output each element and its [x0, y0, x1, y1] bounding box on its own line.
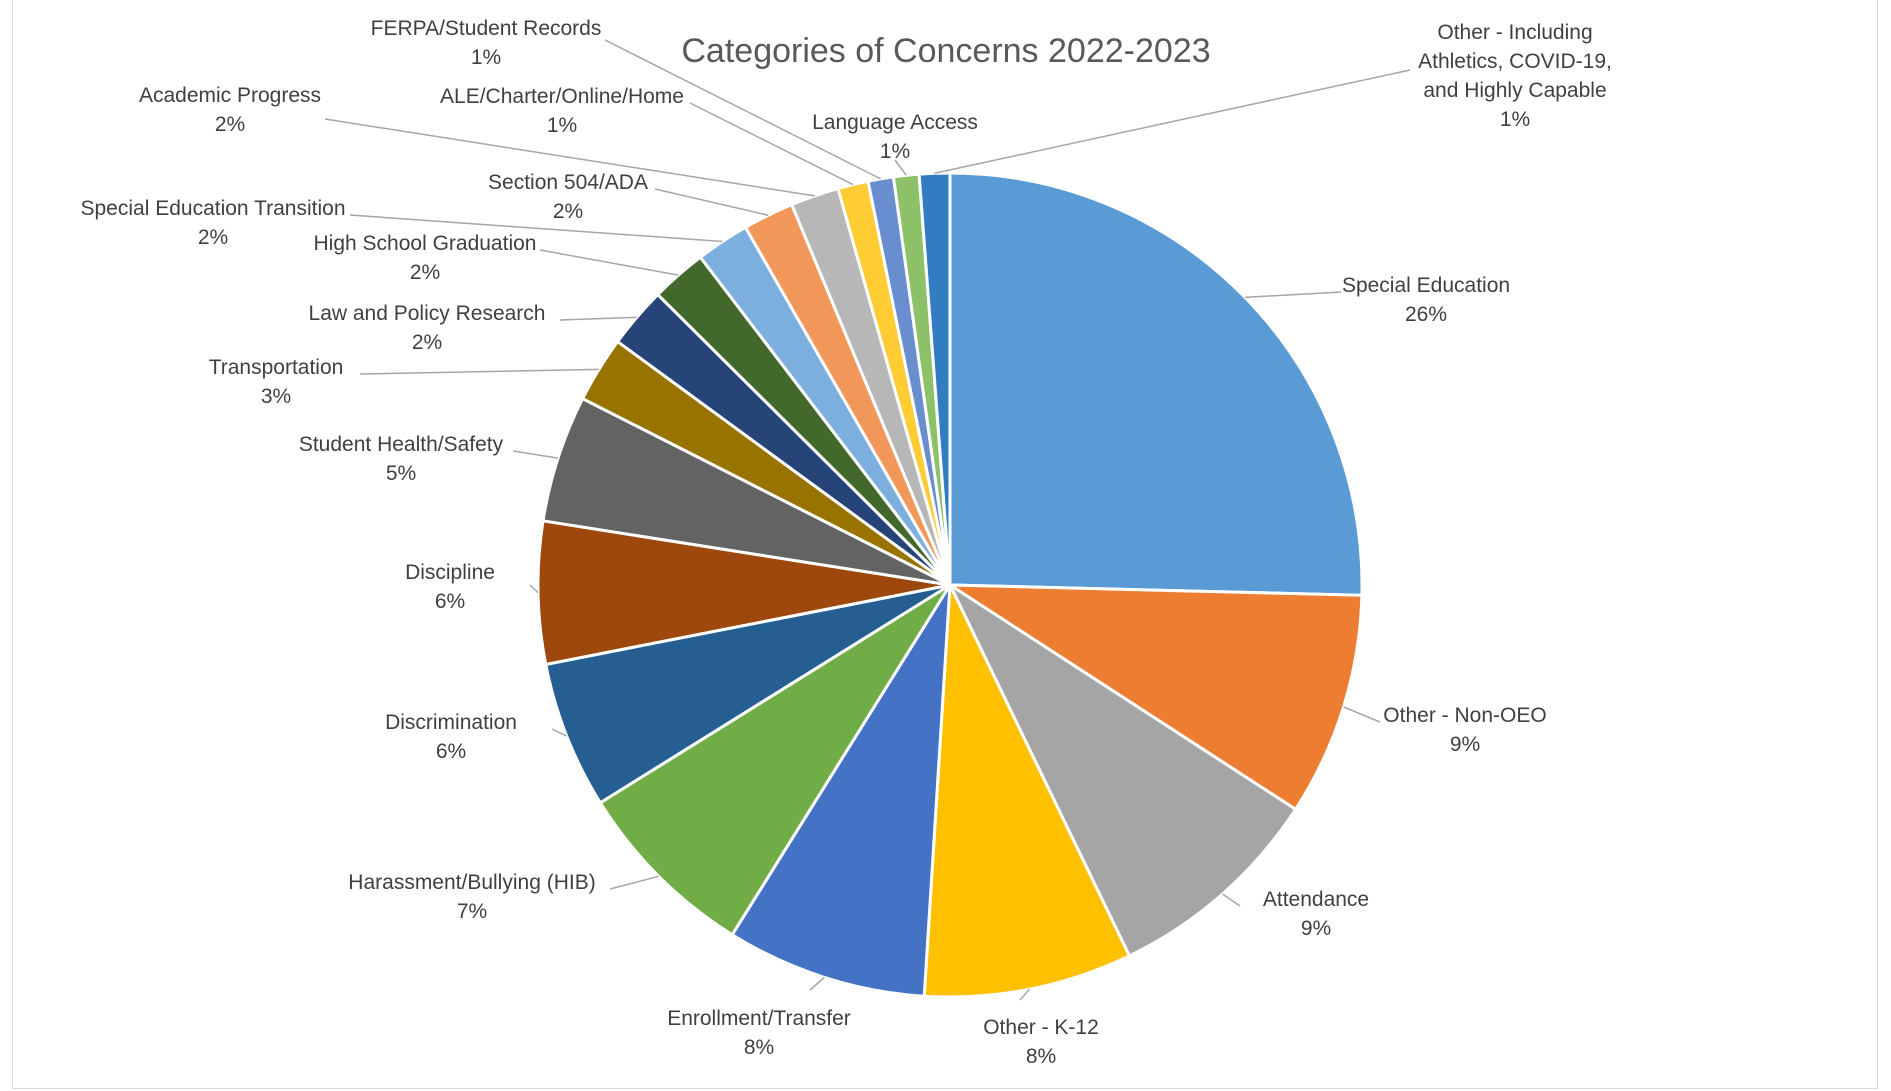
leader-line-13 — [654, 188, 769, 216]
slice-percent-1: 9% — [1450, 733, 1480, 756]
slice-label-18-line-1: Athletics, COVID-19, — [1418, 50, 1612, 73]
slice-label-17: Language Access — [812, 111, 978, 134]
leader-line-1 — [1343, 706, 1381, 723]
slice-label-14: Academic Progress — [139, 84, 321, 107]
slice-percent-15: 1% — [547, 114, 577, 137]
slice-percent-13: 2% — [553, 200, 583, 223]
leader-line-15 — [689, 102, 854, 186]
slice-label-9: Transportation — [209, 356, 344, 379]
pie-slice-1 — [944, 583, 1364, 812]
pie-slice-3 — [922, 579, 1132, 999]
slice-label-11: High School Graduation — [314, 232, 537, 255]
leader-line-0 — [1244, 291, 1342, 299]
leader-line-7 — [529, 584, 539, 594]
pie-slice-4 — [730, 584, 952, 998]
slice-percent-17: 1% — [880, 140, 910, 163]
leader-line-17 — [894, 159, 907, 176]
slice-percent-2: 9% — [1301, 917, 1331, 940]
pie-slice-6 — [543, 583, 951, 805]
leader-line-5 — [609, 875, 659, 890]
slice-percent-6: 6% — [436, 740, 466, 763]
leader-line-14 — [324, 118, 815, 197]
leader-line-11 — [539, 249, 679, 276]
slice-label-6: Discrimination — [385, 711, 517, 734]
chart-title: Categories of Concerns 2022-2023 — [681, 32, 1210, 70]
slice-label-10: Law and Policy Research — [309, 302, 546, 325]
pie-slice-5 — [598, 583, 952, 937]
slice-labels: Special Education 26% Other - Non-OEO 9% Att… — [81, 17, 1612, 1068]
leader-line-16 — [604, 39, 882, 180]
slice-label-1: Other - Non-OEO — [1383, 704, 1546, 727]
slice-percent-8: 5% — [386, 462, 416, 485]
slice-label-2: Attendance — [1263, 888, 1369, 911]
leader-lines — [324, 39, 1411, 1001]
slice-label-7: Discipline — [405, 561, 495, 584]
slice-label-3: Other - K-12 — [983, 1016, 1099, 1039]
pie-slice-7 — [536, 519, 951, 667]
slice-label-8: Student Health/Safety — [299, 433, 504, 456]
leader-line-10 — [559, 316, 637, 321]
slice-label-18-line-0: Other - Including — [1437, 21, 1592, 44]
slice-label-16: FERPA/Student Records — [371, 17, 602, 40]
slice-percent-14: 2% — [215, 113, 245, 136]
leader-line-8 — [512, 450, 559, 459]
leader-line-18 — [934, 69, 1411, 175]
pie-slices — [536, 171, 1364, 999]
chart-frame — [12, 0, 1878, 1089]
leader-line-2 — [1222, 893, 1241, 907]
leader-line-9 — [359, 368, 599, 375]
slice-percent-0: 26% — [1405, 303, 1447, 326]
slice-percent-5: 7% — [457, 900, 487, 923]
slice-label-15: ALE/Charter/Online/Home — [440, 85, 684, 108]
slice-label-5: Harassment/Bullying (HIB) — [348, 871, 595, 894]
pie-slice-0 — [948, 171, 1364, 597]
leader-line-4 — [809, 976, 825, 991]
slice-percent-11: 2% — [410, 261, 440, 284]
slice-percent-4: 8% — [744, 1036, 774, 1059]
slice-label-0: Special Education — [1342, 274, 1510, 297]
leader-line-3 — [1019, 988, 1030, 1001]
slice-percent-7: 6% — [435, 590, 465, 613]
slice-label-12: Special Education Transition — [81, 197, 346, 220]
slice-label-18-line-2: and Highly Capable — [1423, 79, 1606, 102]
slice-percent-16: 1% — [471, 46, 501, 69]
slice-percent-18: 1% — [1500, 108, 1530, 131]
slice-percent-9: 3% — [261, 385, 291, 408]
leader-line-6 — [551, 728, 568, 737]
leader-line-12 — [349, 214, 723, 243]
slice-label-13: Section 504/ADA — [488, 171, 648, 194]
slice-percent-12: 2% — [198, 226, 228, 249]
pie-slice-2 — [946, 580, 1298, 958]
slice-label-4: Enrollment/Transfer — [667, 1007, 851, 1030]
slice-percent-10: 2% — [412, 331, 442, 354]
slice-percent-3: 8% — [1026, 1045, 1056, 1068]
